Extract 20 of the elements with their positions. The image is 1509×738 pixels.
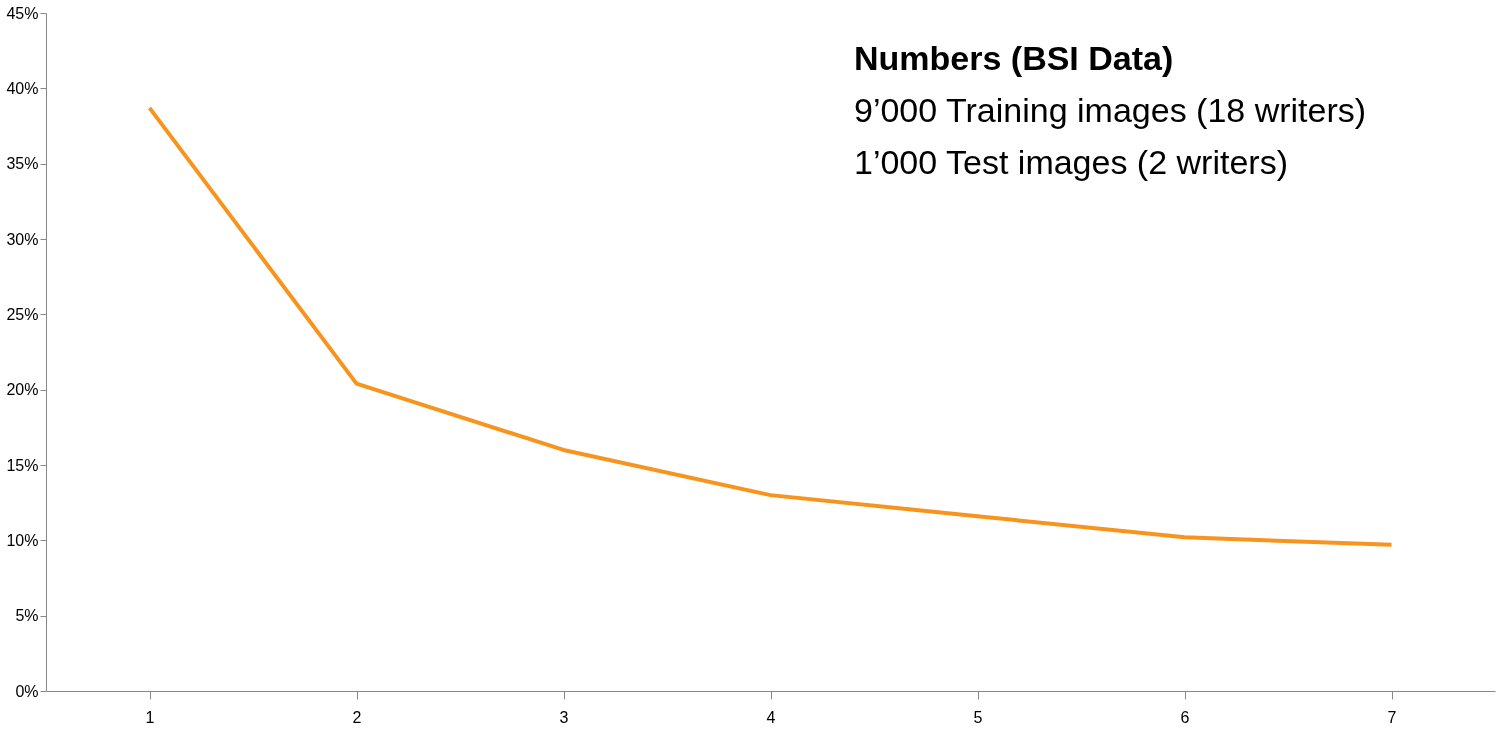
x-tick-label: 6 (1180, 708, 1190, 726)
y-tick-label: 5% (15, 607, 39, 625)
y-tick-label: 30% (6, 230, 39, 248)
y-tick-label: 15% (6, 456, 39, 474)
y-tick-label: 40% (6, 79, 39, 97)
y-tick-label: 0% (15, 682, 39, 700)
x-tick-label: 2 (352, 708, 362, 726)
annotation: 9’000 Training images (18 writers) (854, 91, 1367, 129)
annotation: Numbers (BSI Data) (854, 39, 1174, 77)
y-tick-label: 20% (6, 381, 39, 399)
annotation: 1’000 Test images (2 writers) (854, 143, 1288, 181)
x-tick-label: 3 (559, 708, 569, 726)
x-tick-label: 5 (973, 708, 983, 726)
x-tick-label: 1 (145, 708, 155, 726)
y-tick-label: 35% (6, 155, 39, 173)
y-tick-label: 25% (6, 305, 39, 323)
y-tick-label: 10% (6, 531, 39, 549)
x-tick-label: 4 (766, 708, 776, 726)
x-tick-label: 7 (1387, 708, 1397, 726)
y-tick-label: 45% (6, 4, 39, 22)
